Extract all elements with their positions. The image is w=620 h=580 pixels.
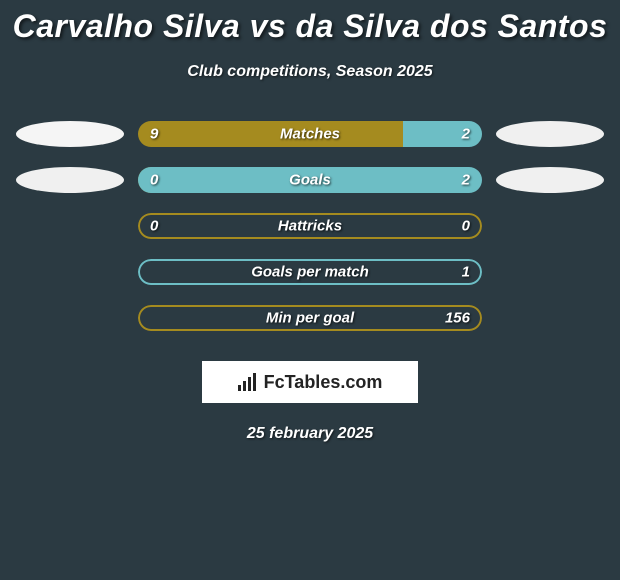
stat-row: 0Hattricks0 bbox=[0, 213, 620, 239]
date-label: 25 february 2025 bbox=[0, 425, 620, 443]
player-left-badge bbox=[16, 121, 124, 147]
player-left-badge bbox=[16, 167, 124, 193]
stat-label: Goals per match bbox=[138, 264, 482, 281]
stat-label: Matches bbox=[138, 126, 482, 143]
comparison-infographic: Carvalho Silva vs da Silva dos Santos Cl… bbox=[0, 0, 620, 443]
stat-bar: 0Hattricks0 bbox=[138, 213, 482, 239]
player-right-badge bbox=[496, 121, 604, 147]
player-right-badge bbox=[496, 167, 604, 193]
stat-bar: 9Matches2 bbox=[138, 121, 482, 147]
logo-box: FcTables.com bbox=[202, 361, 418, 403]
stat-right-value: 2 bbox=[462, 126, 470, 143]
stat-label: Min per goal bbox=[138, 310, 482, 327]
stat-label: Goals bbox=[138, 172, 482, 189]
chart-icon bbox=[238, 373, 258, 391]
logo-text: FcTables.com bbox=[264, 372, 383, 393]
stat-right-value: 0 bbox=[462, 218, 470, 235]
stat-bar: Min per goal156 bbox=[138, 305, 482, 331]
stat-row: Min per goal156 bbox=[0, 305, 620, 331]
stat-row: Goals per match1 bbox=[0, 259, 620, 285]
stat-right-value: 1 bbox=[462, 264, 470, 281]
page-title: Carvalho Silva vs da Silva dos Santos bbox=[0, 8, 620, 45]
logo: FcTables.com bbox=[238, 372, 383, 393]
stat-rows: 9Matches20Goals20Hattricks0Goals per mat… bbox=[0, 121, 620, 331]
stat-bar: Goals per match1 bbox=[138, 259, 482, 285]
stat-row: 9Matches2 bbox=[0, 121, 620, 147]
stat-right-value: 156 bbox=[445, 310, 470, 327]
stat-row: 0Goals2 bbox=[0, 167, 620, 193]
stat-bar: 0Goals2 bbox=[138, 167, 482, 193]
stat-right-value: 2 bbox=[462, 172, 470, 189]
page-subtitle: Club competitions, Season 2025 bbox=[0, 63, 620, 81]
stat-label: Hattricks bbox=[138, 218, 482, 235]
